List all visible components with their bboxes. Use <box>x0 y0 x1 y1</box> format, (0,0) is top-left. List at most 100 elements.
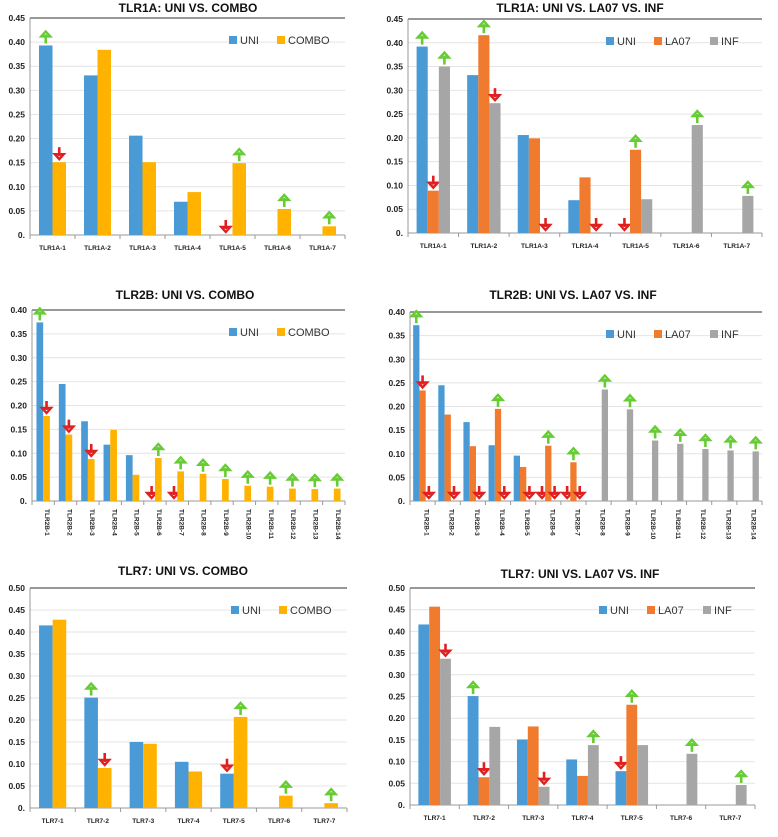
arrow-head <box>437 50 452 59</box>
x-tick-label: TLR1A-3 <box>521 243 548 250</box>
bar-uni <box>513 455 520 501</box>
arrow-head <box>173 455 188 464</box>
legend-swatch-uni <box>599 606 607 614</box>
down-arrow-icon <box>588 218 604 232</box>
bar-la07 <box>494 408 502 501</box>
x-tick-label: TLR7-4 <box>177 818 199 825</box>
up-arrow-icon <box>734 769 749 784</box>
arrow-head <box>414 30 430 39</box>
x-tick-label: TLR7-3 <box>132 818 154 825</box>
x-tick-label: TLR7-2 <box>473 815 495 822</box>
up-arrow-icon <box>740 180 756 194</box>
legend-label: UNI <box>240 35 259 47</box>
bar-uni <box>463 422 470 501</box>
y-tick-label: 0.45 <box>8 13 25 23</box>
bar-uni <box>517 135 529 233</box>
legend-swatch-la07 <box>647 606 655 614</box>
down-arrow-icon <box>421 486 437 500</box>
down-arrow-icon <box>497 486 512 500</box>
arrow-head <box>240 469 255 478</box>
bar-uni <box>413 325 420 501</box>
x-tick-label: TLR2B-7 <box>573 509 580 536</box>
up-arrow-icon <box>151 442 166 457</box>
x-tick-label: TLR2B-8 <box>599 509 606 536</box>
y-tick-label: 0.15 <box>388 735 405 745</box>
arrow-head <box>559 491 575 500</box>
y-tick-label: 0.15 <box>8 158 25 168</box>
y-tick-label: 0.25 <box>8 693 25 703</box>
y-tick-label: 0.30 <box>388 670 405 680</box>
y-tick-label: 0.10 <box>386 180 403 190</box>
down-arrow-icon <box>617 218 632 232</box>
y-tick-label: 0.15 <box>10 424 27 434</box>
legend-label: INF <box>714 605 732 617</box>
arrow-head <box>195 457 211 466</box>
down-arrow-icon <box>487 88 503 102</box>
up-arrow-icon <box>690 109 705 124</box>
bar-uni <box>566 759 578 805</box>
arrow-head <box>278 779 294 788</box>
bar-la07 <box>579 177 591 233</box>
bar-combo <box>266 486 274 501</box>
y-tick-label: 0.25 <box>8 109 25 119</box>
chart-6: TLR7: UNI VS. LA07 VS. INF 0. 0.05 0.10 0.15… <box>388 567 756 822</box>
arrow-head <box>409 309 424 318</box>
down-arrow-icon <box>426 175 441 190</box>
y-tick-label: 0.40 <box>388 307 405 317</box>
y-tick-label: 0.10 <box>388 757 405 767</box>
y-tick-label: 0.30 <box>8 85 25 95</box>
bar-uni <box>416 46 428 234</box>
bar-uni <box>36 322 44 501</box>
chart-title: TLR1A: UNI VS. COMBO <box>119 1 258 15</box>
bar-uni <box>84 697 98 808</box>
x-tick-label: TLR7-5 <box>223 818 245 825</box>
down-arrow-icon <box>471 486 487 500</box>
legend-swatch-combo <box>277 328 285 336</box>
bar-uni <box>568 200 580 233</box>
up-arrow-icon <box>698 433 713 448</box>
down-arrow-icon <box>438 643 453 658</box>
legend-swatch-uni <box>231 606 239 614</box>
arrow-head <box>84 449 99 458</box>
bar-la07 <box>429 606 441 805</box>
y-tick-label: 0.50 <box>8 583 25 593</box>
y-tick-label: 0.50 <box>388 583 405 593</box>
bar-inf <box>538 786 550 805</box>
up-arrow-icon <box>409 309 424 324</box>
legend-swatch-uni <box>606 330 614 338</box>
bar-la07 <box>577 775 588 805</box>
arrow-head <box>166 491 182 500</box>
bar-uni <box>103 444 111 501</box>
up-arrow-icon <box>624 688 639 703</box>
y-tick-label: 0.20 <box>388 713 405 723</box>
up-arrow-icon <box>414 30 430 45</box>
y-tick-label: 0.05 <box>10 472 27 482</box>
arrow-head <box>497 491 512 500</box>
arrow-head <box>476 768 492 777</box>
arrow-head <box>684 737 700 746</box>
x-tick-label: TLR2B-12 <box>699 509 706 540</box>
bar-la07 <box>427 190 439 233</box>
chart-title: TLR1A: UNI VS. LA07 VS. INF <box>496 1 663 15</box>
arrow-head <box>534 491 550 500</box>
up-arrow-icon <box>307 473 323 488</box>
bar-uni <box>615 771 627 805</box>
bar-uni <box>467 696 479 805</box>
bar-inf <box>637 745 649 805</box>
up-arrow-icon <box>285 472 300 487</box>
x-tick-label: TLR1A-5 <box>219 245 246 252</box>
down-arrow-icon <box>522 486 537 500</box>
arrow-head <box>262 470 278 479</box>
x-tick-label: TLR2B-14 <box>749 509 756 540</box>
y-tick-label: 0.20 <box>10 401 27 411</box>
bar-inf <box>691 125 703 233</box>
x-tick-label: TLR2B-12 <box>289 509 296 540</box>
x-tick-label: TLR2B-4 <box>110 509 117 536</box>
arrow-head <box>285 472 300 481</box>
y-tick-label: 0.40 <box>386 38 403 48</box>
up-arrow-icon <box>233 701 248 715</box>
down-arrow-icon <box>536 771 552 786</box>
y-tick-label: 0.25 <box>388 378 405 388</box>
bar-combo <box>333 488 341 501</box>
x-tick-label: TLR1A-4 <box>572 243 599 250</box>
